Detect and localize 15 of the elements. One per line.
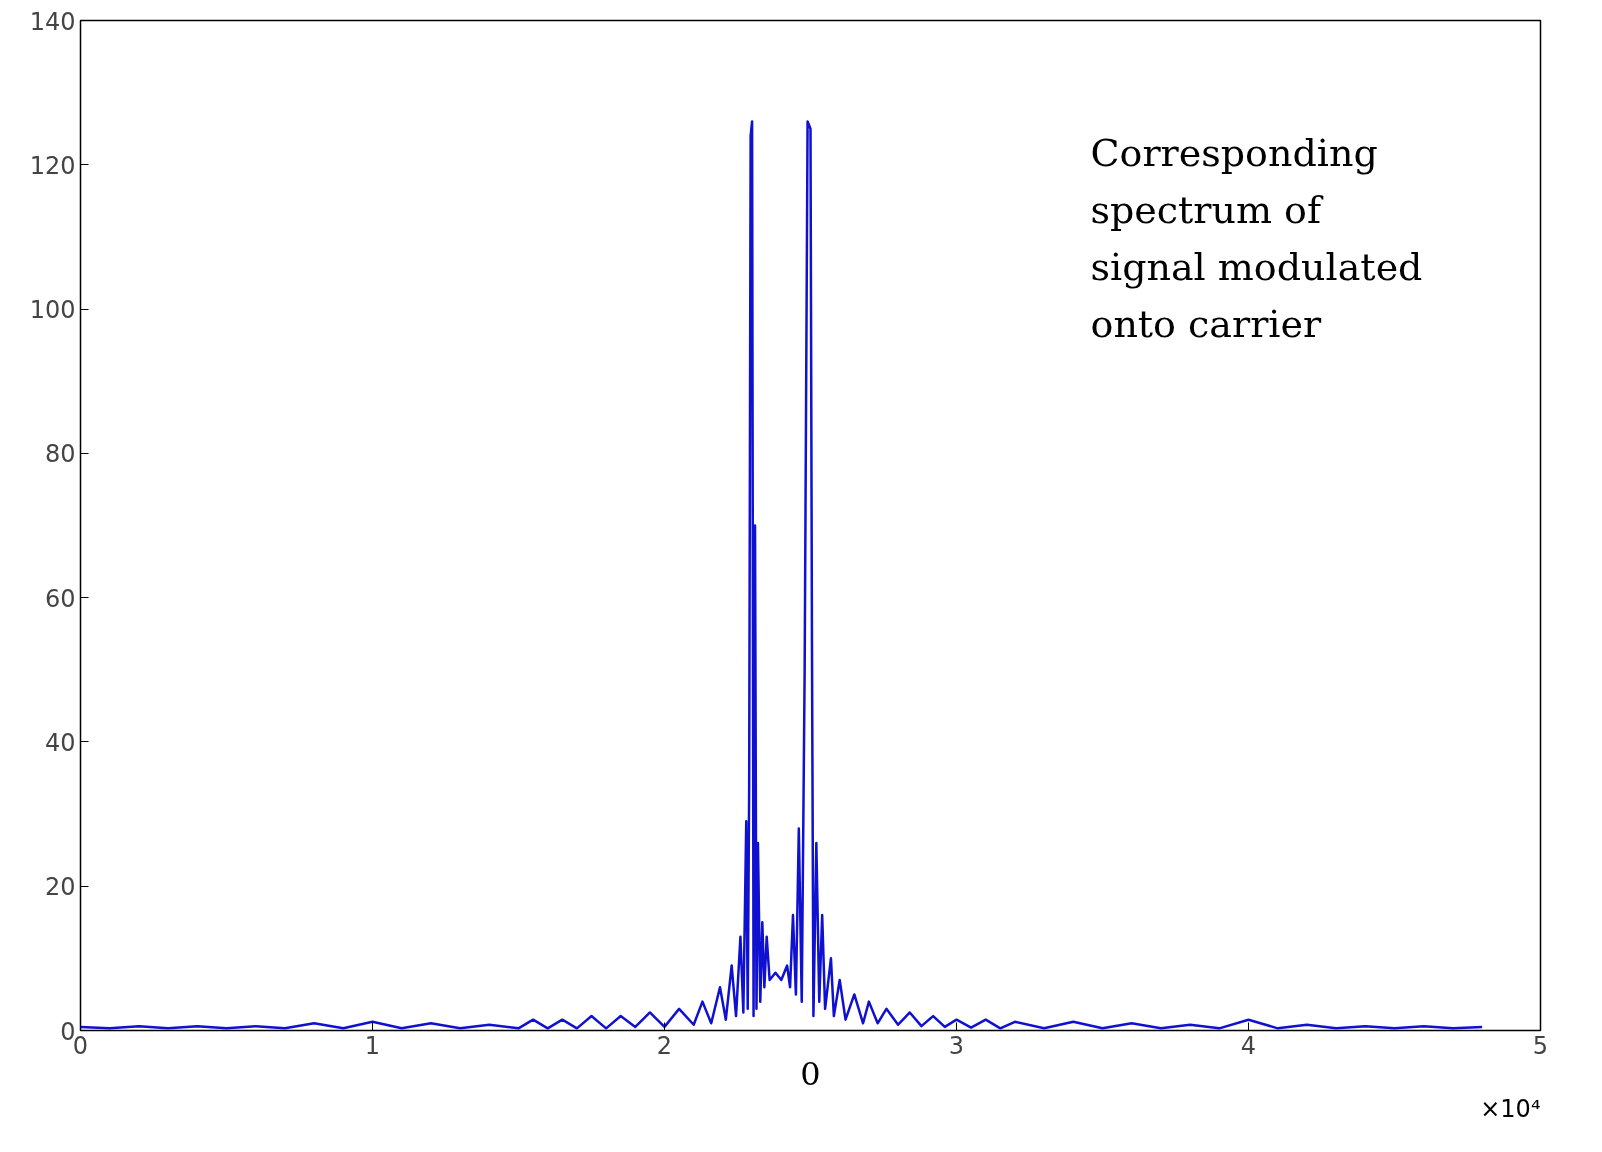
- x-tick-label: 1: [364, 1031, 381, 1060]
- y-tick-label: 40: [44, 728, 76, 757]
- text: ×10⁴: [1480, 1094, 1541, 1123]
- x-tick-label: 5: [1532, 1031, 1549, 1060]
- y-tick-label: 80: [44, 440, 76, 469]
- y-tick-label: 20: [44, 873, 76, 902]
- y-tick-label: 140: [29, 7, 76, 36]
- y-tick-label: 60: [44, 584, 76, 613]
- x-tick-label: 4: [1240, 1031, 1257, 1060]
- y-tick-label: 120: [29, 151, 76, 180]
- x-tick-label: 2: [656, 1031, 673, 1060]
- annotation: Corresponding spectrum of signal modulated onto carrier: [1090, 130, 1423, 347]
- y-tick-label: 100: [29, 296, 76, 325]
- line-series: [80, 120, 1484, 1030]
- x-tick-label: 3: [948, 1031, 965, 1060]
